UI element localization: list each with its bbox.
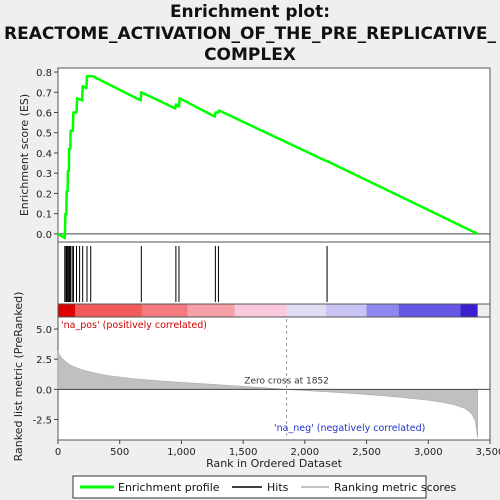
x-tick-label: 3,500 <box>476 447 500 458</box>
x-tick-label: 0 <box>55 447 61 458</box>
legend-enrichment-label: Enrichment profile <box>118 481 220 494</box>
es-y-tick-label: 0.2 <box>36 189 52 200</box>
color-bar-segment <box>58 304 76 317</box>
metric-panel: Zero cross at 1852 'na_pos' (positively c… <box>12 292 491 462</box>
es-y-tick-label: 0.4 <box>36 149 52 160</box>
hits-frame <box>57 241 491 305</box>
color-bar-segment <box>366 304 399 317</box>
es-y-tick-label: 0.1 <box>36 210 52 221</box>
color-bar-segment <box>141 304 188 317</box>
legend-hits-label: Hits <box>267 481 289 494</box>
es-panel: 0.0 0.1 0.2 0.3 0.4 0.5 0.6 0.7 0.8 Enrichment sc… <box>18 67 491 243</box>
x-axis: 0 500 1,000 1,500 2,000 2,500 3,000 3,500 Rank i… <box>55 440 500 470</box>
legend-metric-label: Ranking metric scores <box>334 481 456 494</box>
metric-y-tick-label: 5.0 <box>36 325 52 336</box>
enrichment-profile-line <box>57 74 479 240</box>
x-tick-label: 2,000 <box>291 447 320 458</box>
plot-title-line-3: COMPLEX <box>204 45 296 65</box>
color-bar-segment <box>398 304 461 317</box>
x-axis-label: Rank in Ordered Dataset <box>206 457 343 470</box>
color-bar-segment <box>75 304 142 317</box>
ranking-metric-area <box>57 350 478 438</box>
es-y-tick-label: 0.8 <box>36 68 52 79</box>
negative-correlation-label: 'na_neg' (negatively correlated) <box>274 423 425 434</box>
es-y-tick-label: 0.0 <box>36 230 52 241</box>
x-tick-label: 500 <box>110 447 129 458</box>
metric-y-tick-label: 0.0 <box>36 385 52 396</box>
color-bar-segment <box>234 304 287 317</box>
es-y-axis-label: Enrichment score (ES) <box>18 94 31 216</box>
x-tick-label: 1,000 <box>167 447 196 458</box>
x-tick-label: 2,500 <box>352 447 381 458</box>
zero-cross-label: Zero cross at 1852 <box>244 376 329 386</box>
es-y-tick-label: 0.5 <box>36 129 52 140</box>
metric-y-tick-label: -2.5 <box>32 416 52 427</box>
es-y-tick-label: 0.3 <box>36 169 52 180</box>
color-bar-segment <box>187 304 235 317</box>
positive-correlation-label: 'na_pos' (positively correlated) <box>61 320 207 331</box>
legend: Enrichment profile Hits Ranking metric sco… <box>72 475 456 499</box>
plot-title-line-1: Enrichment plot: <box>169 2 331 22</box>
es-plot-frame <box>57 67 491 243</box>
metric-y-tick-label: 2.5 <box>36 355 52 366</box>
hits-panel <box>57 241 491 318</box>
metric-y-axis-label: Ranked list metric (PreRanked) <box>12 292 25 462</box>
x-tick-label: 3,000 <box>414 447 443 458</box>
plot-title-line-2: REACTOME_ACTIVATION_OF_THE_PRE_REPLICATI… <box>4 24 496 44</box>
color-bar-segment <box>286 304 326 317</box>
es-y-tick-label: 0.7 <box>36 88 52 99</box>
x-tick-label: 1,500 <box>229 447 258 458</box>
color-bar-segment <box>460 304 478 317</box>
color-bar-segment <box>325 304 367 317</box>
es-y-tick-label: 0.6 <box>36 109 52 120</box>
